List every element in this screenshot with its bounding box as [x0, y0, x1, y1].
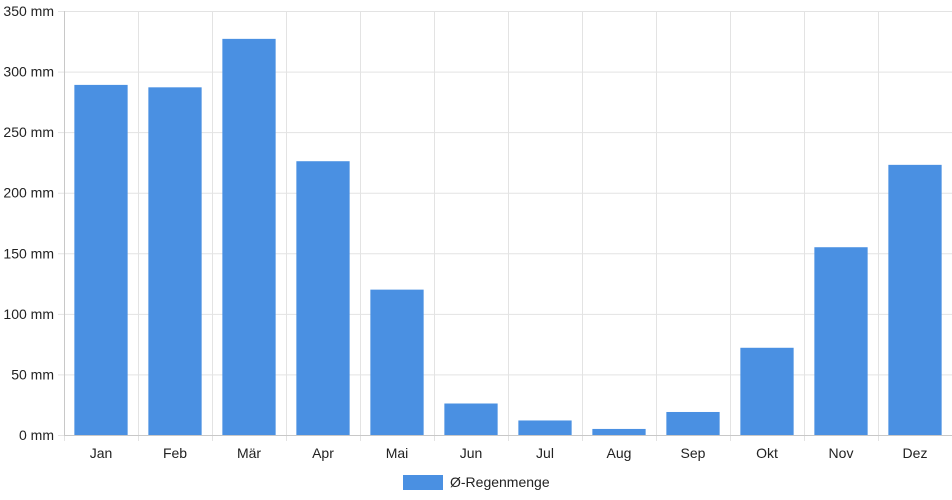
x-axis: Jan Feb Mär Apr Mai Jun Jul Aug Sep Okt Nov Dez — [90, 445, 928, 461]
legend-swatch — [403, 475, 443, 490]
y-tick-label: 0 mm — [19, 427, 54, 443]
bar — [74, 84, 128, 435]
bar — [888, 164, 942, 435]
bar — [814, 247, 868, 435]
x-tick-label: Nov — [829, 445, 854, 461]
bar — [444, 403, 498, 435]
bar — [222, 38, 276, 436]
bars — [74, 38, 942, 436]
legend[interactable]: Ø-Regenmenge — [403, 474, 550, 490]
bar — [666, 411, 720, 435]
gridlines — [58, 11, 952, 441]
x-tick-label: Sep — [681, 445, 706, 461]
y-axis: 0 mm 50 mm 100 mm 150 mm 200 mm 250 mm 300 mm 3… — [3, 3, 54, 443]
y-tick-label: 100 mm — [3, 306, 54, 322]
x-tick-label: Okt — [756, 445, 778, 461]
x-tick-label: Jun — [460, 445, 483, 461]
legend-label: Ø-Regenmenge — [450, 474, 550, 490]
bar — [296, 161, 350, 435]
y-tick-label: 150 mm — [3, 245, 54, 261]
y-tick-label: 200 mm — [3, 185, 54, 201]
bar — [518, 420, 572, 435]
bar — [148, 87, 202, 435]
x-tick-label: Aug — [607, 445, 632, 461]
x-tick-label: Jan — [90, 445, 113, 461]
bar — [370, 289, 424, 435]
x-tick-label: Mai — [386, 445, 409, 461]
y-tick-label: 50 mm — [11, 366, 54, 382]
x-tick-label: Jul — [536, 445, 554, 461]
x-tick-label: Mär — [237, 445, 261, 461]
x-tick-label: Apr — [312, 445, 334, 461]
y-tick-label: 300 mm — [3, 64, 54, 80]
x-tick-label: Feb — [163, 445, 187, 461]
bar — [740, 347, 794, 435]
bar — [592, 428, 646, 435]
y-tick-label: 350 mm — [3, 3, 54, 19]
x-tick-label: Dez — [903, 445, 928, 461]
y-tick-label: 250 mm — [3, 124, 54, 140]
